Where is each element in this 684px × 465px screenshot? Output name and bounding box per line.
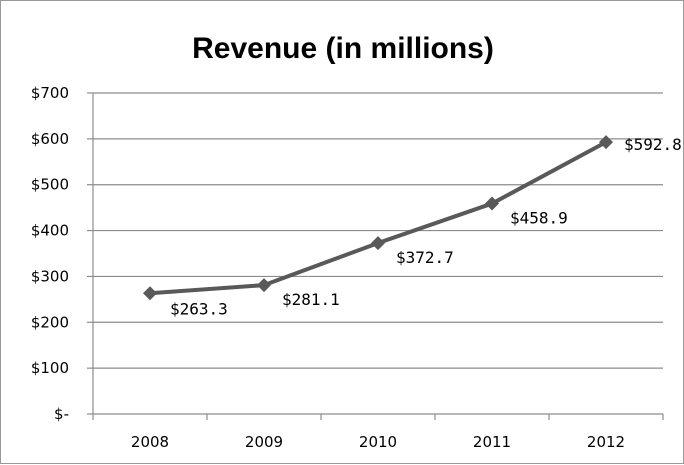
data-point-marker	[257, 278, 271, 293]
data-label: $372.7	[396, 248, 454, 267]
series	[143, 135, 613, 301]
x-tick-label: 2011	[473, 433, 511, 451]
y-tick-label: $600	[31, 130, 69, 148]
data-label: $281.1	[282, 290, 340, 309]
y-tick-label: $100	[31, 359, 69, 377]
data-point-marker	[485, 196, 499, 211]
data-label: $592.8	[624, 135, 682, 154]
x-tick-label: 2009	[245, 433, 283, 451]
y-tick-label: $200	[31, 313, 69, 331]
data-label: $458.9	[510, 209, 568, 228]
chart-title: Revenue (in millions)	[192, 32, 494, 65]
y-tick-label: $500	[31, 176, 69, 194]
y-tick-label: $300	[31, 267, 69, 285]
gridlines	[93, 92, 663, 369]
x-tick-label: 2008	[131, 433, 169, 451]
data-label: $263.3	[170, 299, 228, 318]
data-point-marker	[371, 236, 385, 251]
data-labels: $263.3 $281.1 $372.7 $458.9 $592.8	[170, 135, 682, 318]
y-tick-label: $400	[31, 222, 69, 240]
data-point-marker	[143, 286, 157, 301]
axes	[87, 92, 664, 420]
y-tick-labels: $- $100 $200 $300 $400 $500 $600 $700	[31, 84, 69, 423]
x-tick-labels: 2008 2009 2010 2011 2012	[131, 433, 625, 451]
y-tick-label: $700	[31, 84, 69, 102]
x-tick-label: 2010	[359, 433, 397, 451]
data-point-marker	[599, 135, 613, 150]
y-tick-label: $-	[54, 405, 69, 423]
x-tick-label: 2012	[587, 433, 625, 451]
